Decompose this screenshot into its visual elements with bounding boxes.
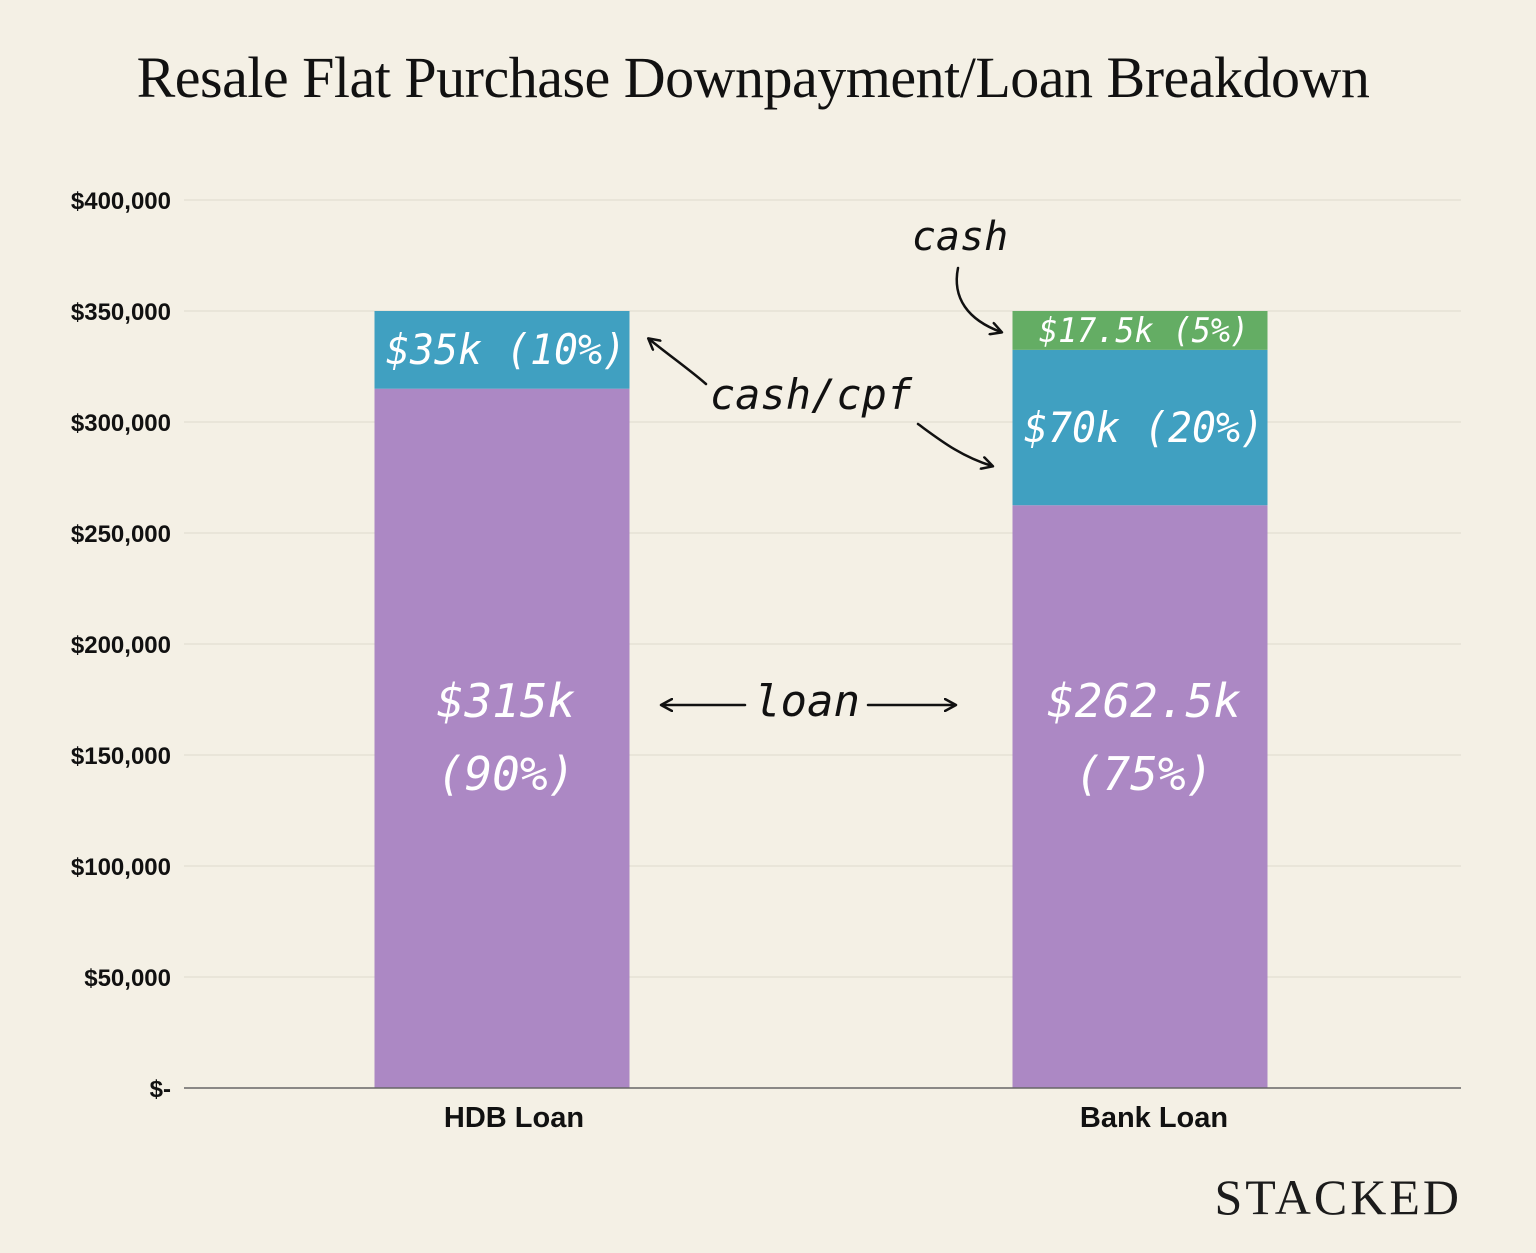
y-tick-label: $200,000: [71, 632, 171, 659]
y-tick-label: $50,000: [84, 965, 171, 992]
bar-segment: [374, 311, 630, 389]
segment-label: (75%): [1075, 747, 1213, 801]
bar-segment: [374, 388, 630, 1088]
segment-label: (90%): [437, 747, 575, 801]
y-axis: $- $50,000 $100,000 $150,000 $200,000 $250,00…: [71, 188, 171, 1103]
x-category-label: HDB Loan: [444, 1102, 584, 1134]
annotation-loan: loan: [754, 676, 860, 727]
y-tick-label: $100,000: [71, 854, 171, 881]
bar-segment: [1012, 311, 1268, 350]
y-tick-label: $350,000: [71, 299, 171, 326]
segment-label: $17.5k (5%): [1039, 311, 1249, 351]
annotation-cash-cpf: cash/cpf: [710, 370, 913, 419]
brand-logo: STACKED: [1214, 1169, 1462, 1225]
y-tick-label: $-: [150, 1076, 171, 1103]
y-tick-label: $250,000: [71, 521, 171, 548]
arrow-cash-cpf-right: [916, 422, 992, 466]
y-tick-label: $300,000: [71, 410, 171, 437]
arrow-cash-cpf-left: [649, 339, 708, 386]
bar-segment: [1012, 349, 1268, 506]
segment-label: $262.5k: [1047, 674, 1241, 728]
annotations: cash cash/cpf loan: [649, 214, 1008, 727]
bar-segment: [1012, 505, 1268, 1088]
x-axis: HDB Loan Bank Loan: [444, 1102, 1228, 1134]
x-category-label: Bank Loan: [1080, 1102, 1228, 1134]
segment-label: $70k (20%): [1024, 403, 1264, 452]
arrow-cash: [955, 266, 1001, 332]
segment-label: $315k: [437, 674, 576, 728]
y-tick-label: $400,000: [71, 188, 171, 215]
segment-label: $35k (10%): [386, 325, 626, 374]
bars: $315k (90%) $35k (10%) $262.5k (75%) $70k (20…: [374, 311, 1268, 1088]
y-tick-label: $150,000: [71, 743, 171, 770]
chart-title: Resale Flat Purchase Downpayment/Loan Br…: [136, 45, 1370, 110]
annotation-cash: cash: [912, 214, 1008, 260]
